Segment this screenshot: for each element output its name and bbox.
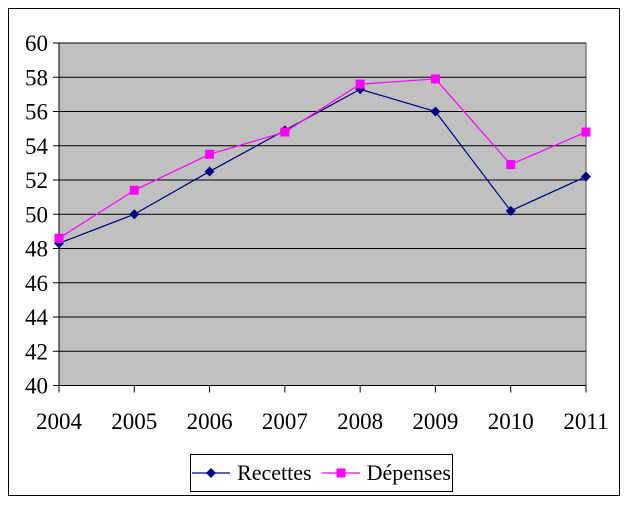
x-tick-label: 2008 <box>337 409 383 434</box>
y-tick-label: 56 <box>25 100 48 125</box>
y-tick-label: 46 <box>25 271 48 296</box>
x-tick-label: 2007 <box>262 409 308 434</box>
series-line-depenses <box>58 78 587 239</box>
chart-border <box>8 8 620 496</box>
legend-label-depenses: Dépenses <box>366 460 451 485</box>
series-line-recettes <box>58 88 587 244</box>
data-point <box>505 205 516 216</box>
series-depenses <box>54 74 591 243</box>
x-tick-label: 2004 <box>36 409 83 434</box>
legend-sample-marker <box>206 468 217 478</box>
legend-sample-marker <box>336 468 346 478</box>
y-tick-label: 48 <box>25 237 48 262</box>
data-point <box>280 127 290 137</box>
y-tick-label: 42 <box>25 339 48 364</box>
recettes-line-diamond-icon <box>192 468 231 478</box>
y-tick-label: 54 <box>25 134 49 159</box>
data-point <box>430 106 441 117</box>
y-tick-label: 58 <box>25 65 48 90</box>
y-tick-label: 50 <box>25 202 48 227</box>
x-tick-label: 2009 <box>412 409 458 434</box>
data-point <box>506 160 516 170</box>
data-point <box>54 233 64 243</box>
x-tick-label: 2006 <box>187 409 233 434</box>
data-point <box>205 149 215 159</box>
y-tick-label: 44 <box>25 305 49 330</box>
depenses-line-square-icon <box>321 468 360 478</box>
y-tick-label: 60 <box>25 31 48 56</box>
y-tick-label: 52 <box>25 168 48 193</box>
data-point <box>129 185 139 195</box>
x-tick-label: 2010 <box>488 409 534 434</box>
data-point <box>204 166 215 177</box>
data-point <box>129 209 140 220</box>
y-tick-label: 40 <box>25 374 48 399</box>
legend-item-recettes: Recettes <box>192 462 312 484</box>
x-tick-label: 2005 <box>111 409 157 434</box>
data-point <box>581 171 591 182</box>
data-point <box>581 127 591 137</box>
legend: Recettes Dépenses <box>190 454 453 492</box>
data-point <box>430 74 440 84</box>
data-point <box>355 79 365 89</box>
legend-item-depenses: Dépenses <box>321 460 451 485</box>
legend-label-recettes: Recettes <box>237 460 312 485</box>
x-tick-label: 2011 <box>563 409 608 434</box>
